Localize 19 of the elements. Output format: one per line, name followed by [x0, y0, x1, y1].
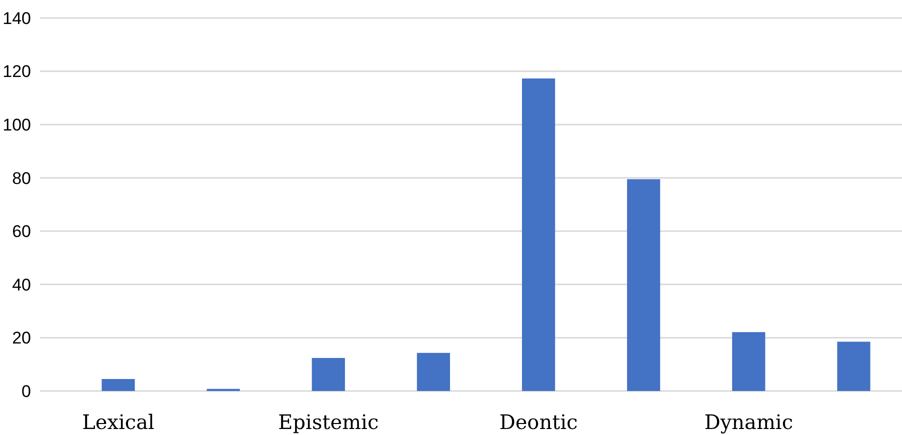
y-tick-label: 60: [12, 222, 31, 242]
y-tick-label: 120: [2, 62, 31, 82]
x-tick-label: Deontic: [499, 410, 578, 434]
y-tick-label: 80: [12, 168, 31, 188]
bar: [102, 379, 135, 391]
bar: [732, 332, 766, 391]
bar: [627, 179, 660, 391]
bar: [312, 358, 345, 391]
y-tick-label: 20: [12, 328, 31, 348]
x-tick-label: Lexical: [82, 410, 154, 434]
y-tick-label: 40: [12, 275, 31, 294]
bar: [522, 78, 556, 391]
y-tick-label: 0: [22, 382, 31, 401]
bar: [837, 342, 870, 391]
y-tick-label: 100: [2, 116, 31, 135]
y-tick-label: 140: [2, 8, 31, 28]
x-tick-label: Epistemic: [278, 410, 379, 434]
x-tick-label: Dynamic: [704, 410, 794, 434]
bar: [416, 352, 450, 391]
